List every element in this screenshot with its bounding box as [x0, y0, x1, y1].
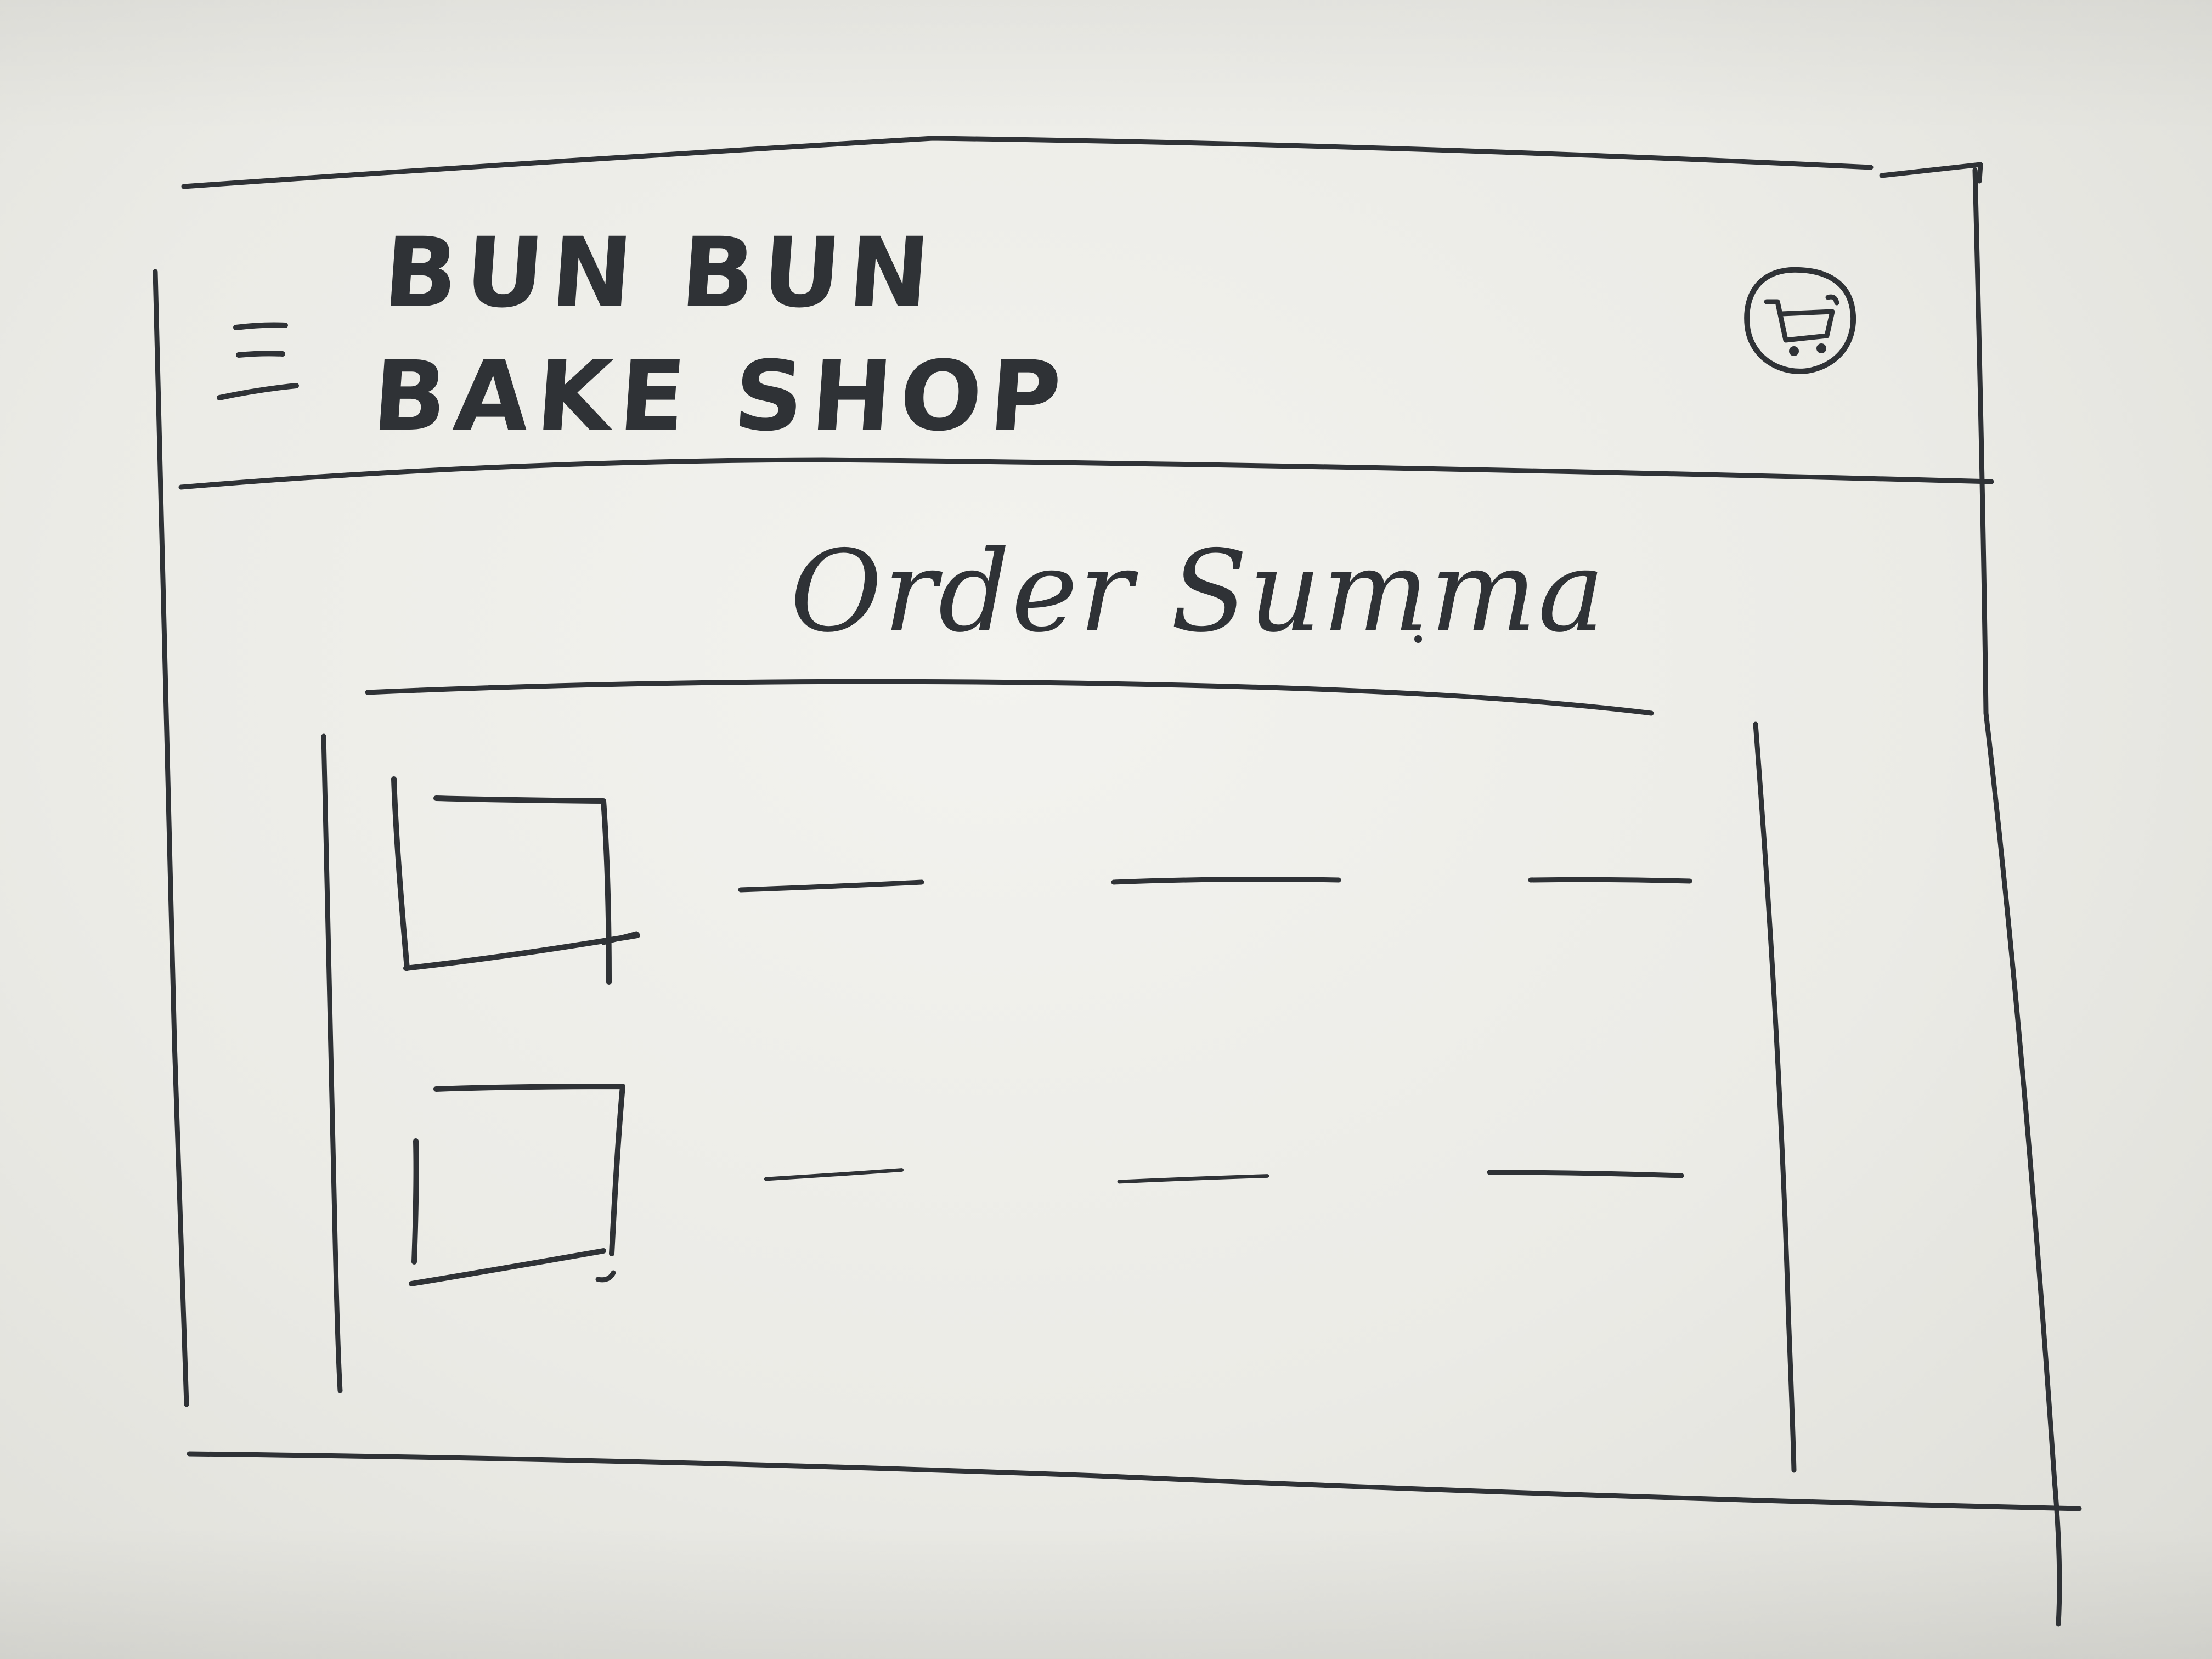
menu-button[interactable]: [214, 315, 307, 409]
hamburger-menu-icon: [217, 322, 299, 400]
item-quantity-placeholder: [1111, 877, 1341, 885]
title-trailing-dot: [1414, 635, 1422, 643]
frame-right-border: [1972, 167, 2062, 1627]
page-title: Order Summa: [790, 527, 1606, 657]
shopping-cart-icon: [1744, 267, 1857, 374]
item-quantity-placeholder: [1117, 1174, 1269, 1184]
frame-top-right-corner: [1879, 162, 1983, 184]
header-divider: [178, 457, 1994, 490]
item-name-placeholder: [764, 1168, 904, 1181]
product-thumbnail: [391, 776, 640, 985]
item-price-placeholder: [1528, 877, 1692, 884]
table-row[interactable]: [384, 768, 1701, 998]
brand-name-line1: BUN BUN: [380, 217, 941, 329]
content-right-border: [1753, 721, 1797, 1473]
title-underline: [365, 679, 1654, 716]
content-left-border: [321, 733, 343, 1393]
item-name-placeholder: [738, 879, 924, 893]
item-price-placeholder: [1487, 1170, 1684, 1178]
cart-button[interactable]: [1734, 263, 1865, 384]
frame-left-border: [153, 269, 189, 1407]
frame-bottom-border: [187, 1451, 2082, 1511]
product-thumbnail: [409, 1084, 625, 1286]
brand-name-line2: BAKE SHOP: [369, 340, 1073, 453]
table-row[interactable]: [400, 1075, 1717, 1295]
frame-top-border: [181, 136, 1874, 189]
